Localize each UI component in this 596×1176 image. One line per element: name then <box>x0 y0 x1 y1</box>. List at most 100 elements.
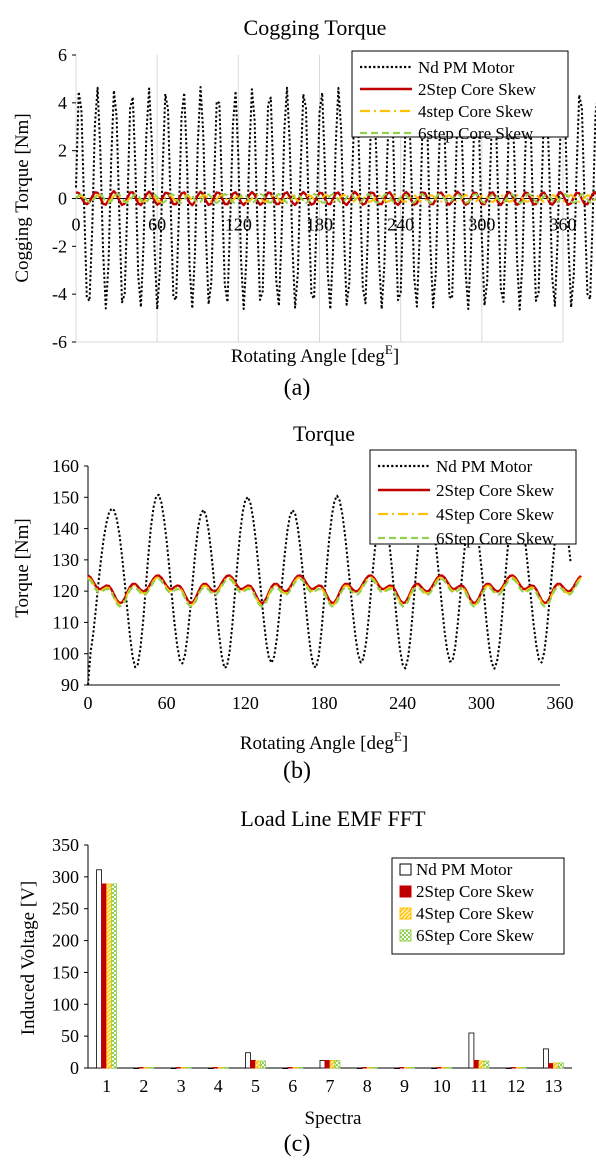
x-axis-label: Rotating Angle [degE] <box>240 729 408 754</box>
bar-0 <box>170 1067 177 1070</box>
bar-0 <box>133 1067 140 1070</box>
y-tick-label: -2 <box>52 236 67 256</box>
bar-0 <box>543 1048 549 1069</box>
y-axis-label: Induced Voltage [V] <box>18 881 39 1035</box>
series-line-3 <box>87 577 582 608</box>
y-tick-label: 250 <box>52 899 79 919</box>
x-tick-label: 1 <box>102 1076 111 1096</box>
legend-label: 4Step Core Skew <box>416 904 535 923</box>
bar-0 <box>468 1032 475 1069</box>
x-tick-label: 240 <box>389 693 416 713</box>
series-line-3 <box>75 193 596 204</box>
chart-title: Torque <box>293 421 355 446</box>
emf-fft-chart: Load Line EMF FFT Induced Voltage [V] 35… <box>18 806 572 1157</box>
series-line-2 <box>75 193 596 204</box>
x-tick-label: 11 <box>470 1076 487 1096</box>
x-tick-label: 240 <box>387 215 414 235</box>
panel-label: (a) <box>284 375 311 401</box>
x-axis-label: Rotating Angle [degE] <box>231 342 399 367</box>
bar-3 <box>334 1060 341 1069</box>
y-tick-label: 6 <box>58 45 67 65</box>
series-line-2 <box>87 576 582 606</box>
panel-label: (c) <box>284 1131 311 1157</box>
legend-box <box>369 449 577 545</box>
bar-3 <box>185 1067 192 1069</box>
legend-swatch-1 <box>399 885 412 898</box>
y-tick-label: 4 <box>58 93 67 113</box>
y-tick-label: 160 <box>52 456 79 476</box>
bar-0 <box>282 1067 289 1070</box>
panel-label: (b) <box>283 758 311 784</box>
y-tick-label: 0 <box>70 1058 79 1078</box>
bar-3 <box>111 883 117 1069</box>
bar-1 <box>548 1063 554 1069</box>
legend-label: 2Step Core Skew <box>436 481 555 500</box>
bar-2 <box>292 1067 299 1069</box>
bar-2 <box>329 1060 336 1069</box>
legend-swatch-0 <box>399 863 412 876</box>
x-tick-label: 300 <box>468 693 495 713</box>
series-line-0 <box>75 86 596 311</box>
series-line-0 <box>87 493 572 686</box>
y-tick-label: 2 <box>58 141 67 161</box>
x-tick-label: 6 <box>288 1076 297 1096</box>
legend-label: 4step Core Skew <box>418 102 534 121</box>
legend-label: 6step Core Skew <box>418 124 534 143</box>
plot-area: 160 150 140 130 120 110 100 900 60 120 180 240 300 36… <box>52 449 582 713</box>
legend-label: Nd PM Motor <box>418 58 515 77</box>
bar-3 <box>446 1067 453 1069</box>
bar-1 <box>510 1067 517 1069</box>
x-tick-label: 120 <box>225 215 252 235</box>
bar-3 <box>409 1067 415 1069</box>
x-tick-label: 5 <box>251 1076 260 1096</box>
bar-3 <box>222 1067 229 1069</box>
bar-0 <box>207 1067 214 1070</box>
bar-1 <box>175 1067 182 1069</box>
bar-1 <box>361 1067 368 1069</box>
chart-title: Load Line EMF FFT <box>240 806 426 831</box>
legend-label: 6Step Core Skew <box>416 926 535 945</box>
bar-1 <box>212 1067 219 1069</box>
bar-1 <box>250 1060 256 1069</box>
y-tick-label: 0 <box>58 189 67 209</box>
x-tick-label: 360 <box>547 693 574 713</box>
y-tick-label: 150 <box>52 487 79 507</box>
bar-2 <box>478 1060 485 1069</box>
x-tick-label: 2 <box>139 1076 148 1096</box>
bar-2 <box>366 1067 373 1069</box>
legend-label: 4Step Core Skew <box>436 505 555 524</box>
bar-3 <box>371 1067 378 1069</box>
legend-swatch-3 <box>399 929 412 942</box>
bar-2 <box>106 883 112 1069</box>
bar-0 <box>356 1067 363 1070</box>
bar-3 <box>260 1060 266 1069</box>
series-line-1 <box>87 574 582 605</box>
y-tick-label: 350 <box>52 835 79 855</box>
x-tick-label: 3 <box>177 1076 186 1096</box>
bar-1 <box>399 1067 405 1069</box>
legend-label: 2Step Core Skew <box>418 80 537 99</box>
y-axis-label: Torque [Nm] <box>12 518 33 617</box>
y-tick-label: 200 <box>52 931 79 951</box>
bar-0 <box>96 869 102 1069</box>
bar-2 <box>180 1067 187 1069</box>
x-tick-label: 8 <box>363 1076 372 1096</box>
bar-0 <box>245 1052 251 1069</box>
bar-1 <box>436 1067 443 1069</box>
y-tick-label: 90 <box>61 675 79 695</box>
bar-1 <box>287 1067 294 1069</box>
x-axis-label: Spectra <box>305 1108 363 1129</box>
x-tick-label: 120 <box>232 693 259 713</box>
x-tick-label: 10 <box>433 1076 451 1096</box>
y-axis-label: Cogging Torque [Nm] <box>12 113 33 282</box>
y-tick-label: 50 <box>61 1026 79 1046</box>
bar-3 <box>297 1067 304 1069</box>
x-tick-label: 9 <box>400 1076 409 1096</box>
x-tick-label: 12 <box>507 1076 525 1096</box>
bar-2 <box>255 1060 261 1069</box>
legend-box <box>351 50 569 138</box>
y-tick-label: 110 <box>53 612 79 632</box>
